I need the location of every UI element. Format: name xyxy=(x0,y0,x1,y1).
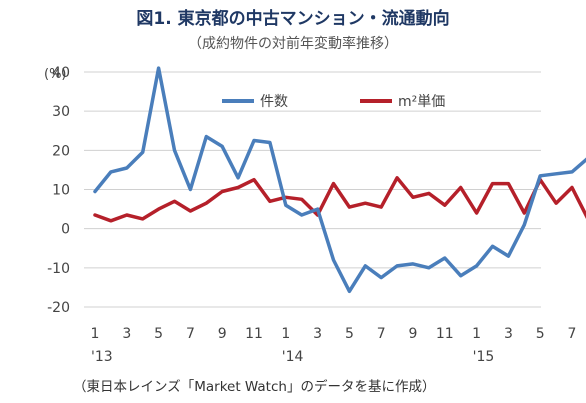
x-tick-label: 9 xyxy=(218,326,227,342)
chart-subtitle: （成約物件の対前年変動率推移） xyxy=(188,35,398,52)
chart-title: 図1. 東京都の中古マンション・流通動向 xyxy=(136,8,449,29)
x-tick-label: 1 xyxy=(472,326,481,342)
x-tick-label: 1 xyxy=(91,326,100,342)
y-tick-label: 0 xyxy=(61,222,70,238)
x-tick-label: 5 xyxy=(345,326,354,342)
x-tick-label: 7 xyxy=(377,326,386,342)
x-tick-label: 7 xyxy=(186,326,195,342)
y-tick-label: -20 xyxy=(47,300,70,316)
y-tick-label: 10 xyxy=(52,183,70,199)
y-tick-labels: 40 30 20 10 0 -10 -20 xyxy=(47,65,70,316)
x-tick-label: 1 xyxy=(281,326,290,342)
y-tick-label: 40 xyxy=(52,65,70,81)
series-line-count xyxy=(93,66,586,294)
y-tick-label: 20 xyxy=(52,143,70,159)
y-axis-unit-label: (%) xyxy=(44,67,67,82)
legend-label-count: 件数 xyxy=(260,94,288,110)
x-tick-year-label: '14 xyxy=(282,349,304,365)
grid-lines xyxy=(84,71,541,308)
x-tick-year-label: '15 xyxy=(473,349,495,365)
x-tick-label: 3 xyxy=(313,326,322,342)
x-tick-label: 5 xyxy=(536,326,545,342)
legend: 件数 m²単価 xyxy=(222,94,445,110)
series-lines xyxy=(93,66,586,294)
x-tick-label: 3 xyxy=(122,326,131,342)
series-line-unit-price xyxy=(93,176,586,223)
x-tick-label: 3 xyxy=(504,326,513,342)
y-tick-label: -10 xyxy=(47,261,70,277)
x-tick-label: 11 xyxy=(245,326,263,342)
source-note: （東日本レインズ「Market Watch」のデータを基に作成） xyxy=(73,378,435,395)
x-tick-label: 9 xyxy=(409,326,418,342)
x-tick-label: 7 xyxy=(568,326,577,342)
y-tick-label: 30 xyxy=(52,104,70,120)
x-tick-label: 5 xyxy=(154,326,163,342)
x-tick-label: 11 xyxy=(436,326,454,342)
x-tick-year-label: '13 xyxy=(91,349,113,365)
legend-label-unit-price: m²単価 xyxy=(398,94,445,110)
